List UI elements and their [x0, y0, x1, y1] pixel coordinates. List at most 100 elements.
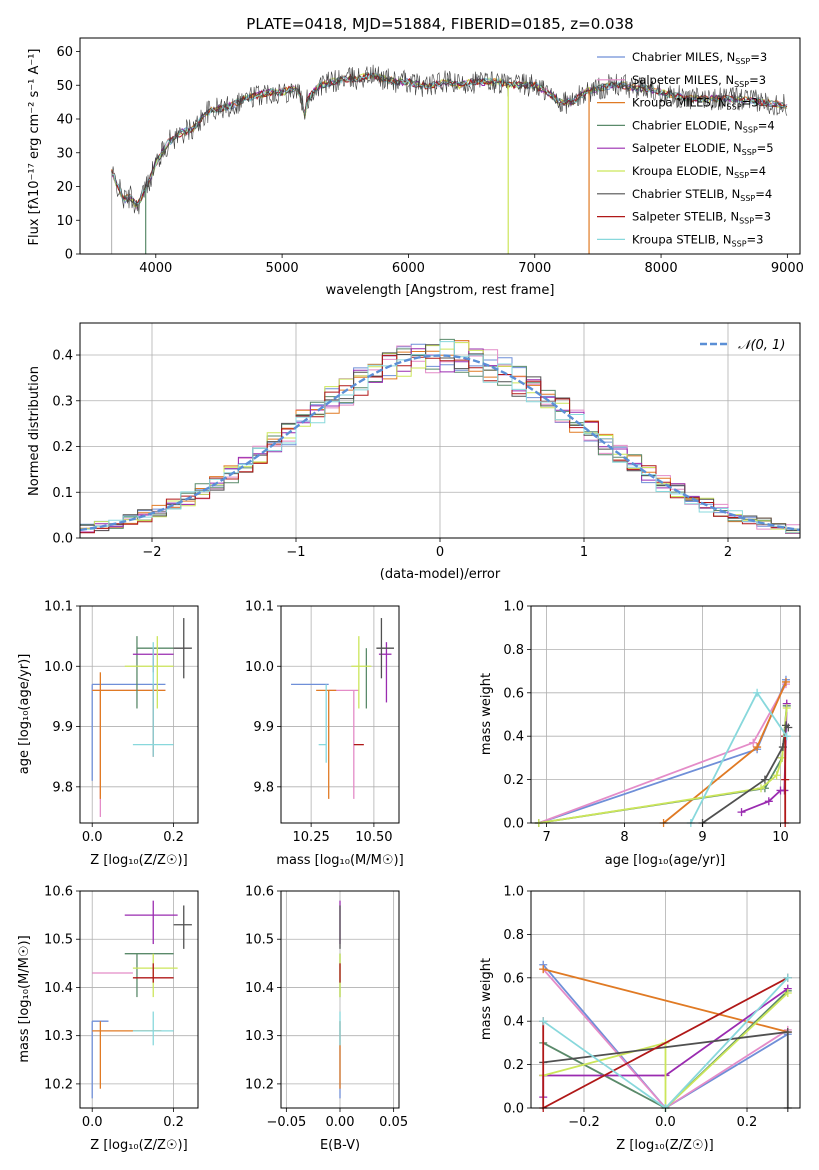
series-point: [539, 1017, 548, 1026]
series-point: [772, 771, 781, 780]
age-vs-z-panel: 0.0 0.2 9.8 9.9 10.0 10.1 Z [log₁₀(Z/Z☉)] age…: [17, 600, 199, 868]
residuals-legend: 𝒩(0, 1): [700, 338, 785, 353]
series-point: [753, 688, 762, 697]
mass-vs-Z-ytick-label: 10.6: [44, 885, 73, 900]
age-vs-z-frame: [79, 605, 199, 824]
residuals-ytick-label: 0.2: [52, 440, 73, 455]
age-vs-mass-frame: [280, 605, 400, 824]
series-point: [737, 808, 746, 817]
residuals-xtick-label: 0: [436, 545, 444, 560]
age-vs-mass-xtick-label: 10.50: [355, 830, 392, 845]
massweight-vs-Z-ytick-label: 0.2: [503, 1058, 524, 1073]
age-vs-mass-ytick-label: 10.1: [245, 600, 274, 615]
errorbar-chabrier-stelib: [173, 905, 192, 949]
mass-vs-ebv-ytick-label: 10.6: [245, 885, 274, 900]
age-vs-Z-ytick-label: 9.8: [52, 780, 73, 795]
series-point: [783, 1028, 792, 1037]
residuals-xtick-label: 2: [724, 545, 732, 560]
massweight-vs-age-ytick-label: 0.0: [503, 817, 524, 832]
age-vs-Z-ytick-label: 10.1: [44, 600, 73, 615]
massweight-vs-age-ytick-label: 1.0: [503, 600, 524, 615]
mass-vs-Z-ytick-label: 10.4: [44, 981, 73, 996]
age-vs-Z-xtick-label: 0.2: [163, 830, 184, 845]
age-vs-mass-ytick-label: 9.9: [253, 720, 274, 735]
age-vs-mass-ytick-label: 10.0: [245, 660, 274, 675]
mass-vs-Z-ytick-label: 10.2: [44, 1077, 73, 1092]
massweight-vs-age-ylabel: mass weight: [479, 673, 494, 755]
legend-label-salpeter-stelib: Salpeter STELIB, NSSP=3: [632, 210, 771, 226]
massweight-vs-age-xtick-label: 10: [772, 830, 789, 845]
mass-vs-Z-xtick-label: 0.0: [82, 1115, 103, 1130]
massweight-vs-age-ytick-label: 0.4: [503, 730, 524, 745]
spectrum-observed-line: [111, 64, 788, 215]
massweight-vs-age-ytick-label: 0.2: [503, 773, 524, 788]
errorbar-chabrier-stelib: [173, 618, 192, 679]
massweight-vs-age-ytick-label: 0.6: [503, 686, 524, 701]
mass-vs-ebv-xtick-label: 0.00: [326, 1115, 355, 1130]
massweight-vs-age-ytick-label: 0.8: [503, 643, 524, 658]
massweight-vs-age-xtick-label: 9: [698, 830, 706, 845]
mass-vs-ebv-ytick-label: 10.2: [245, 1077, 274, 1092]
residuals-xtick-label: −1: [286, 545, 305, 560]
spectrum-xtick-label: 8000: [645, 261, 678, 276]
age-vs-z-xlabel: Z [log₁₀(Z/Z☉)]: [90, 853, 187, 868]
residuals-xtick-label: 1: [580, 545, 588, 560]
massweight-vs-z-xlabel: Z [log₁₀(Z/Z☉)]: [616, 1138, 713, 1153]
mass-vs-ebv-xlabel: E(B-V): [320, 1138, 360, 1153]
spectrum-xtick-label: 4000: [139, 261, 172, 276]
massweight-vs-z-ylabel: mass weight: [479, 958, 494, 1040]
legend-label-salpeter-elodie: Salpeter ELODIE, NSSP=5: [632, 141, 774, 157]
mass-vs-z-xlabel: Z [log₁₀(Z/Z☉)]: [90, 1138, 187, 1153]
residuals-xlabel: (data-model)/error: [380, 567, 501, 582]
age-vs-mass-xlabel: mass [log₁₀(M/M☉)]: [276, 853, 403, 868]
errorbar-kroupa-stelib: [132, 642, 174, 757]
mass-vs-ebv-ytick-label: 10.3: [245, 1029, 274, 1044]
series-point: [757, 784, 766, 793]
spectrum-xtick-label: 9000: [771, 261, 804, 276]
errorbar-kroupa-stelib: [318, 684, 327, 763]
mass-vs-Z-ytick-label: 10.3: [44, 1029, 73, 1044]
massweight-vs-z-panel: −0.2 0.0 0.2 0.0 0.2 0.4 0.6 0.8 1.0 Z [log₁₀(Z/…: [479, 885, 801, 1153]
series-point: [760, 775, 769, 784]
series-point: [749, 738, 758, 747]
errorbar-salpeter-stelib: [132, 963, 174, 983]
series-point: [764, 797, 773, 806]
series-point: [782, 703, 791, 712]
errorbar-salpeter-elodie: [124, 900, 178, 945]
errorbar-chabrier-elodie: [136, 636, 174, 709]
spectrum-ytick-label: 60: [56, 45, 73, 60]
mass-vs-Z-xtick-label: 0.2: [163, 1115, 184, 1130]
spectrum-ytick-label: 0: [65, 248, 73, 263]
residuals-panel: −2 −1 0 1 2 0.0 0.1 0.2 0.3 0.4 (data-model)/erro…: [27, 322, 801, 582]
mass-vs-ebv-xtick-label: 0.05: [379, 1115, 408, 1130]
age-vs-mass-xtick-label: 10.25: [293, 830, 330, 845]
spectrum-xlabel: wavelength [Angstrom, rest frame]: [326, 283, 555, 298]
massweight-vs-Z-ytick-label: 0.8: [503, 928, 524, 943]
mass-vs-ebv-ytick-label: 10.4: [245, 981, 274, 996]
legend-label-kroupa-stelib: Kroupa STELIB, NSSP=3: [632, 232, 763, 248]
spectrum-ylabel: Flux [fλ10⁻¹⁷ erg cm⁻² s⁻¹ A⁻¹]: [27, 49, 42, 246]
age-vs-mass-ytick-label: 9.8: [253, 780, 274, 795]
series-point: [753, 743, 762, 752]
massweight-vs-age-frame: [530, 605, 801, 824]
mass-vs-Z-ytick-label: 10.5: [44, 933, 73, 948]
residuals-ylabel: Normed distribution: [27, 366, 42, 496]
massweight-vs-Z-ytick-label: 0.6: [503, 971, 524, 986]
massweight-vs-Z-xtick-label: −0.2: [568, 1115, 600, 1130]
series-point: [781, 775, 790, 784]
spectrum-panel: PLATE=0418, MJD=51884, FIBERID=0185, z=0…: [27, 15, 804, 298]
spectrum-ytick-label: 20: [56, 180, 73, 195]
spectrum-ytick-label: 40: [56, 113, 73, 128]
spectrum-ytick-label: 10: [56, 214, 73, 229]
series-point: [781, 677, 790, 686]
residuals-ytick-label: 0.3: [52, 394, 73, 409]
massweight-vs-age-xlabel: age [log₁₀(age/yr)]: [605, 853, 726, 868]
mass-vs-z-ylabel: mass [log₁₀(M/M☉)]: [17, 935, 32, 1062]
legend-label-salpeter-miles: Salpeter MILES, NSSP=3: [632, 73, 766, 89]
legend-label-chabrier-elodie: Chabrier ELODIE, NSSP=4: [632, 118, 775, 134]
series-point: [784, 723, 793, 732]
series-line: [542, 992, 789, 1111]
mass-vs-z-panel: 0.0 0.2 10.2 10.3 10.4 10.5 10.6 Z [log₁₀(Z/Z☉…: [17, 885, 199, 1153]
massweight-vs-Z-xtick-label: 0.0: [655, 1115, 676, 1130]
